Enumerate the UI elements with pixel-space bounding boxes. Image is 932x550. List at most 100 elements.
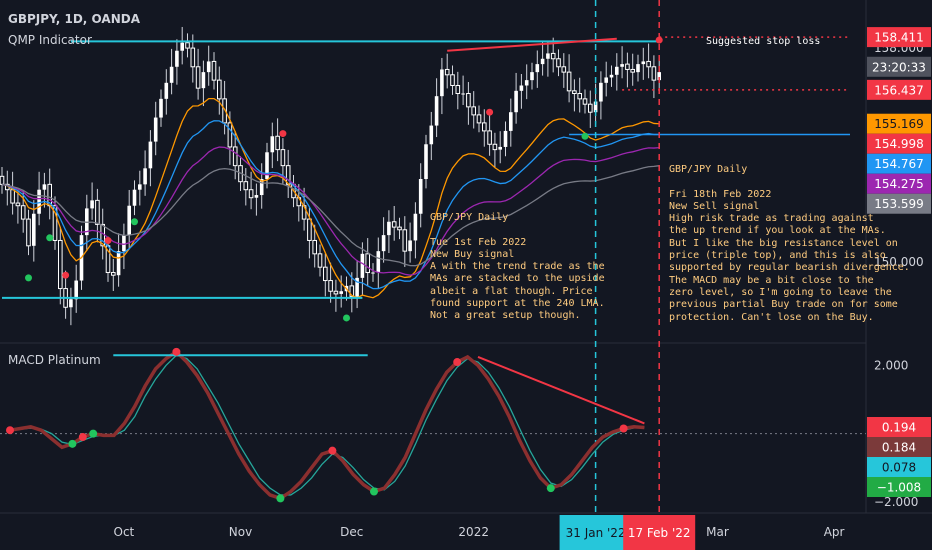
sell-signal-dot <box>62 271 70 279</box>
price-badge-text: 23:20:33 <box>872 60 926 74</box>
candle-down <box>561 66 567 73</box>
macd-badge <box>867 477 931 498</box>
candle-up <box>381 235 386 252</box>
candle-up <box>122 235 126 252</box>
moving-average-line <box>1 165 660 267</box>
macd-title[interactable]: MACD Platinum <box>8 353 101 367</box>
buy-signal-dot <box>581 132 589 140</box>
price-badge <box>867 133 931 154</box>
candle-up <box>524 80 529 86</box>
candle-up <box>90 200 94 209</box>
macd-sell-signal <box>328 446 337 455</box>
candle-up <box>180 42 184 51</box>
macd-badge-text: 0.184 <box>882 441 916 455</box>
buy-signal-dot <box>131 218 138 226</box>
candle-up <box>636 64 640 73</box>
candle-up <box>259 179 264 196</box>
candle-down <box>243 181 249 191</box>
candle-up <box>424 144 428 180</box>
macd-badge-text: −1.008 <box>877 481 921 495</box>
candle-up <box>270 136 275 153</box>
time-axis-label[interactable]: Apr <box>824 525 845 539</box>
candle-up <box>132 189 137 206</box>
candle-up <box>175 50 179 67</box>
macd-line <box>9 349 645 501</box>
price-badge-text: 158.411 <box>874 31 924 45</box>
candle-up <box>254 195 259 198</box>
buy-signal-dot <box>46 234 54 242</box>
buy-signal-dot <box>343 314 350 322</box>
time-axis-label[interactable]: Dec <box>340 525 363 539</box>
candle-up <box>509 112 513 131</box>
candle-up <box>461 93 465 95</box>
price-badge <box>867 153 931 174</box>
candle-down <box>444 68 450 76</box>
candle-up <box>387 221 391 236</box>
candle-up <box>514 90 518 113</box>
candle-down <box>471 106 476 116</box>
time-badge-text: 17 Feb '22 <box>628 526 691 540</box>
candle-up <box>604 77 608 83</box>
candle-up <box>159 98 163 118</box>
time-axis-label[interactable]: Mar <box>706 525 729 539</box>
candle-down <box>190 47 196 68</box>
price-badge-text: 153.599 <box>874 197 924 211</box>
price-badge-text: 154.767 <box>874 157 924 171</box>
price-badge-text: 154.998 <box>874 137 924 151</box>
macd-badge-text: 0.078 <box>882 461 916 475</box>
candle-down <box>10 189 15 204</box>
candle-down <box>349 285 355 298</box>
price-trend-line <box>447 37 617 52</box>
candle-up <box>641 61 646 65</box>
moving-average-line <box>1 120 660 290</box>
candle-down <box>556 58 561 68</box>
candle-down <box>222 98 227 124</box>
symbol-title[interactable]: GBPJPY, 1D, OANDA <box>8 12 140 26</box>
candle-down <box>20 205 26 220</box>
macd-axis-label[interactable]: 2.000 <box>874 358 908 372</box>
candle-up <box>169 66 174 83</box>
candle-down <box>492 143 498 151</box>
macd-badge <box>867 457 931 478</box>
sell-signal-dot <box>655 36 663 44</box>
candle-down <box>227 122 233 148</box>
candle-up <box>37 189 41 214</box>
candle-down <box>651 66 657 81</box>
candle-up <box>74 280 78 300</box>
candle-down <box>397 226 402 231</box>
candle-down <box>402 229 408 252</box>
candle-down <box>333 290 339 295</box>
macd-sell-signal <box>172 347 181 356</box>
candle-down <box>195 66 201 89</box>
buy-signal-dot <box>25 274 32 282</box>
candle-down <box>391 221 397 228</box>
macd-buy-signal <box>276 494 285 503</box>
candle-down <box>572 90 577 95</box>
candle-down <box>95 199 100 225</box>
candle-up <box>418 179 423 214</box>
macd-axis-label[interactable]: −2.000 <box>874 495 918 509</box>
candle-down <box>211 60 217 81</box>
candle-up <box>116 251 121 276</box>
candle-up <box>609 74 614 78</box>
price-badge-text: 154.275 <box>874 177 924 191</box>
candle-down <box>232 146 238 167</box>
macd-sell-signal <box>453 358 462 367</box>
candle-up <box>519 85 524 91</box>
candle-up <box>498 146 502 150</box>
macd-buy-signal <box>89 429 98 438</box>
candle-up <box>408 240 412 252</box>
time-axis-label[interactable]: 2022 <box>458 525 489 539</box>
time-badge <box>623 515 696 550</box>
time-axis-label[interactable]: Nov <box>229 525 252 539</box>
time-axis-label[interactable]: Oct <box>114 525 135 539</box>
price-axis-label[interactable]: 150.000 <box>874 255 924 269</box>
candle-down <box>307 218 312 241</box>
indicator-title[interactable]: QMP Indicator <box>8 33 92 47</box>
macd-badge <box>867 437 931 458</box>
price-badge <box>867 173 931 194</box>
price-badge <box>867 27 931 48</box>
candle-down <box>15 202 21 207</box>
candle-down <box>630 68 636 73</box>
